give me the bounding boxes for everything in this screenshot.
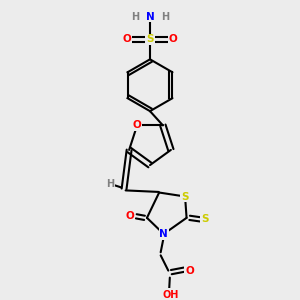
Text: N: N [159,229,168,239]
Text: H: H [131,12,139,22]
Text: N: N [146,12,154,22]
Text: O: O [126,211,135,221]
Text: O: O [169,34,177,44]
Text: H: H [161,12,169,22]
Text: H: H [106,179,114,189]
Text: OH: OH [163,290,179,300]
Text: O: O [133,120,142,130]
Text: S: S [201,214,208,224]
Text: O: O [123,34,131,44]
Text: S: S [146,34,154,44]
Text: O: O [185,266,194,276]
Text: S: S [181,191,189,202]
